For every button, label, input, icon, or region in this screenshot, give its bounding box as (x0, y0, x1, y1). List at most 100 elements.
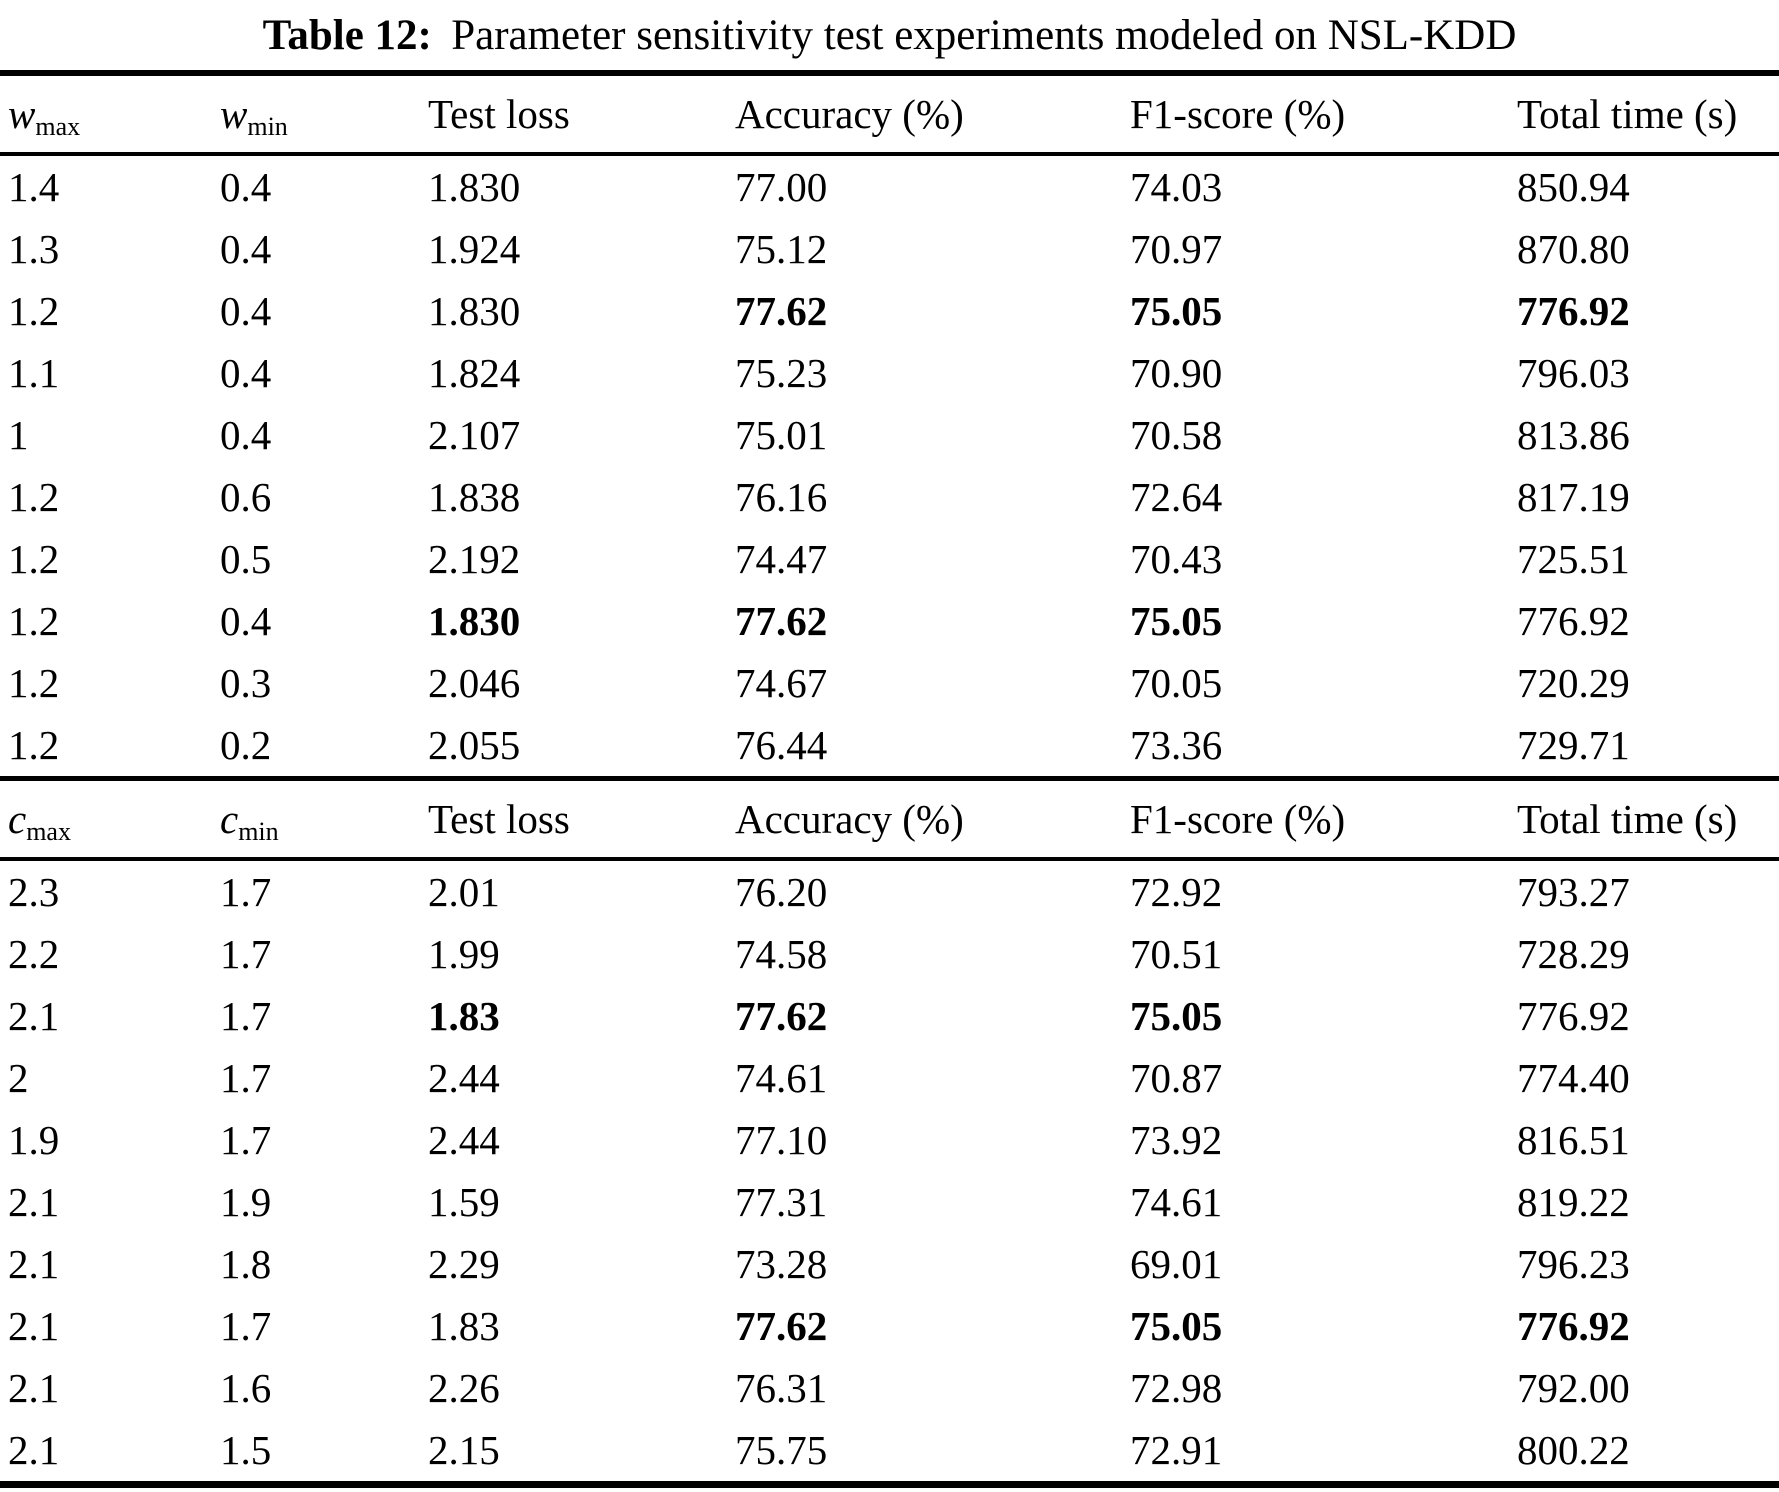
table-cell: 2.1 (8, 1241, 60, 1287)
table-row: 1.2 0.6 1.838 76.16 72.64 817.19 (8, 466, 1779, 528)
table-cell: 2.046 (428, 660, 521, 706)
table-cell: 2.192 (428, 536, 521, 582)
parameter-symbol: c (8, 796, 27, 842)
table-cell: 2.1 (8, 1179, 60, 1225)
column-header: F1-score (%) (1130, 796, 1346, 842)
table-cell: 0.4 (220, 164, 272, 210)
table-cell: 728.29 (1517, 931, 1630, 977)
table-cell: 76.16 (735, 474, 828, 520)
parameter-subscript: max (35, 112, 81, 142)
column-header: Total time (s) (1517, 91, 1738, 137)
table-cell: 76.44 (735, 722, 828, 768)
table-cell: 0.2 (220, 722, 272, 768)
table-cell: 1.7 (220, 931, 272, 977)
table-cell: 0.4 (220, 598, 272, 644)
table-cell: 73.36 (1130, 722, 1223, 768)
table-cell: 1.830 (428, 164, 521, 210)
table-cell: 77.62 (735, 1303, 828, 1349)
table-cell: 2.44 (428, 1055, 500, 1101)
table-cell: 73.28 (735, 1241, 828, 1287)
table-cell: 77.10 (735, 1117, 828, 1163)
table-cell: 75.23 (735, 350, 828, 396)
table-cell: 77.62 (735, 288, 828, 334)
table-row: 2 1.7 2.44 74.61 70.87 774.40 (8, 1047, 1779, 1109)
table-cell: 2.29 (428, 1241, 500, 1287)
table-cell: 776.92 (1517, 598, 1630, 644)
table-cell: 2.01 (428, 869, 500, 915)
table-cell: 2.26 (428, 1365, 500, 1411)
table-cell: 0.4 (220, 350, 272, 396)
table-cell: 75.12 (735, 226, 828, 272)
table-cell: 73.92 (1130, 1117, 1223, 1163)
table-cell: 77.00 (735, 164, 828, 210)
parameter-symbol: c (220, 796, 239, 842)
table-cell: 1.83 (428, 993, 500, 1039)
table-cell: 74.61 (735, 1055, 828, 1101)
table-row: 2.1 1.9 1.59 77.31 74.61 819.22 (8, 1171, 1779, 1233)
header-row: cmax cmin Test loss Accuracy (%) F1-score (%… (8, 781, 1779, 857)
table-cell: 75.05 (1130, 1303, 1223, 1349)
table-cell: 1.838 (428, 474, 521, 520)
table-row: 1 0.4 2.107 75.01 70.58 813.86 (8, 404, 1779, 466)
table-rule (0, 857, 1779, 861)
table-cell: 0.5 (220, 536, 272, 582)
table-cell: 70.43 (1130, 536, 1223, 582)
table-cell: 1.7 (220, 993, 272, 1039)
table-row: 2.1 1.5 2.15 75.75 72.91 800.22 (8, 1419, 1779, 1481)
table-cell: 2.3 (8, 869, 60, 915)
table-cell: 1.6 (220, 1365, 272, 1411)
table-cell: 75.01 (735, 412, 828, 458)
caption-label: Table 12: (262, 11, 432, 59)
table-cell: 819.22 (1517, 1179, 1630, 1225)
table-rule (0, 776, 1779, 781)
table-cell: 70.51 (1130, 931, 1223, 977)
table-cell: 1.9 (8, 1117, 60, 1163)
table-cell: 70.90 (1130, 350, 1223, 396)
table-cell: 74.61 (1130, 1179, 1223, 1225)
table-cell: 75.05 (1130, 993, 1223, 1039)
table-cell: 1.59 (428, 1179, 500, 1225)
parameter-subscript: min (238, 817, 279, 847)
column-header: Test loss (428, 91, 570, 137)
table-cell: 1.7 (220, 1303, 272, 1349)
column-header: Accuracy (%) (735, 796, 964, 842)
column-header: Accuracy (%) (735, 91, 964, 137)
table-cell: 2.1 (8, 1303, 60, 1349)
table-row: 2.2 1.7 1.99 74.58 70.51 728.29 (8, 923, 1779, 985)
table-caption: Table 12: Parameter sensitivity test exp… (0, 0, 1779, 70)
table-cell: 74.58 (735, 931, 828, 977)
table-cell: 72.64 (1130, 474, 1223, 520)
table-cell: 1.924 (428, 226, 521, 272)
table-cell: 1.9 (220, 1179, 272, 1225)
table-cell: 2.055 (428, 722, 521, 768)
table-row: 1.2 0.5 2.192 74.47 70.43 725.51 (8, 528, 1779, 590)
table-cell: 1 (8, 412, 29, 458)
table-cell: 72.98 (1130, 1365, 1223, 1411)
table-cell: 74.03 (1130, 164, 1223, 210)
table-cell: 2.107 (428, 412, 521, 458)
table-cell: 2.15 (428, 1427, 500, 1473)
table-cell: 0.4 (220, 412, 272, 458)
table-rule (0, 1481, 1779, 1488)
table-row: 1.2 0.2 2.055 76.44 73.36 729.71 (8, 714, 1779, 776)
table-cell: 77.62 (735, 993, 828, 1039)
table-cell: 0.3 (220, 660, 272, 706)
table-cell: 774.40 (1517, 1055, 1630, 1101)
table-cell: 813.86 (1517, 412, 1630, 458)
header-row: wmax wmin Test loss Accuracy (%) F1-score (%… (8, 76, 1779, 152)
table-cell: 75.05 (1130, 288, 1223, 334)
table-cell: 796.23 (1517, 1241, 1630, 1287)
table-cell: 800.22 (1517, 1427, 1630, 1473)
table-cell: 74.67 (735, 660, 828, 706)
table-cell: 2.44 (428, 1117, 500, 1163)
table-cell: 0.6 (220, 474, 272, 520)
table-cell: 1.1 (8, 350, 60, 396)
table-cell: 720.29 (1517, 660, 1630, 706)
table-cell: 75.75 (735, 1427, 828, 1473)
table-cell: 1.5 (220, 1427, 272, 1473)
table-cell: 1.2 (8, 722, 60, 768)
table-row: 2.1 1.7 1.83 77.62 75.05 776.92 (8, 1295, 1779, 1357)
table-cell: 796.03 (1517, 350, 1630, 396)
column-header: F1-score (%) (1130, 91, 1346, 137)
table-cell: 75.05 (1130, 598, 1223, 644)
